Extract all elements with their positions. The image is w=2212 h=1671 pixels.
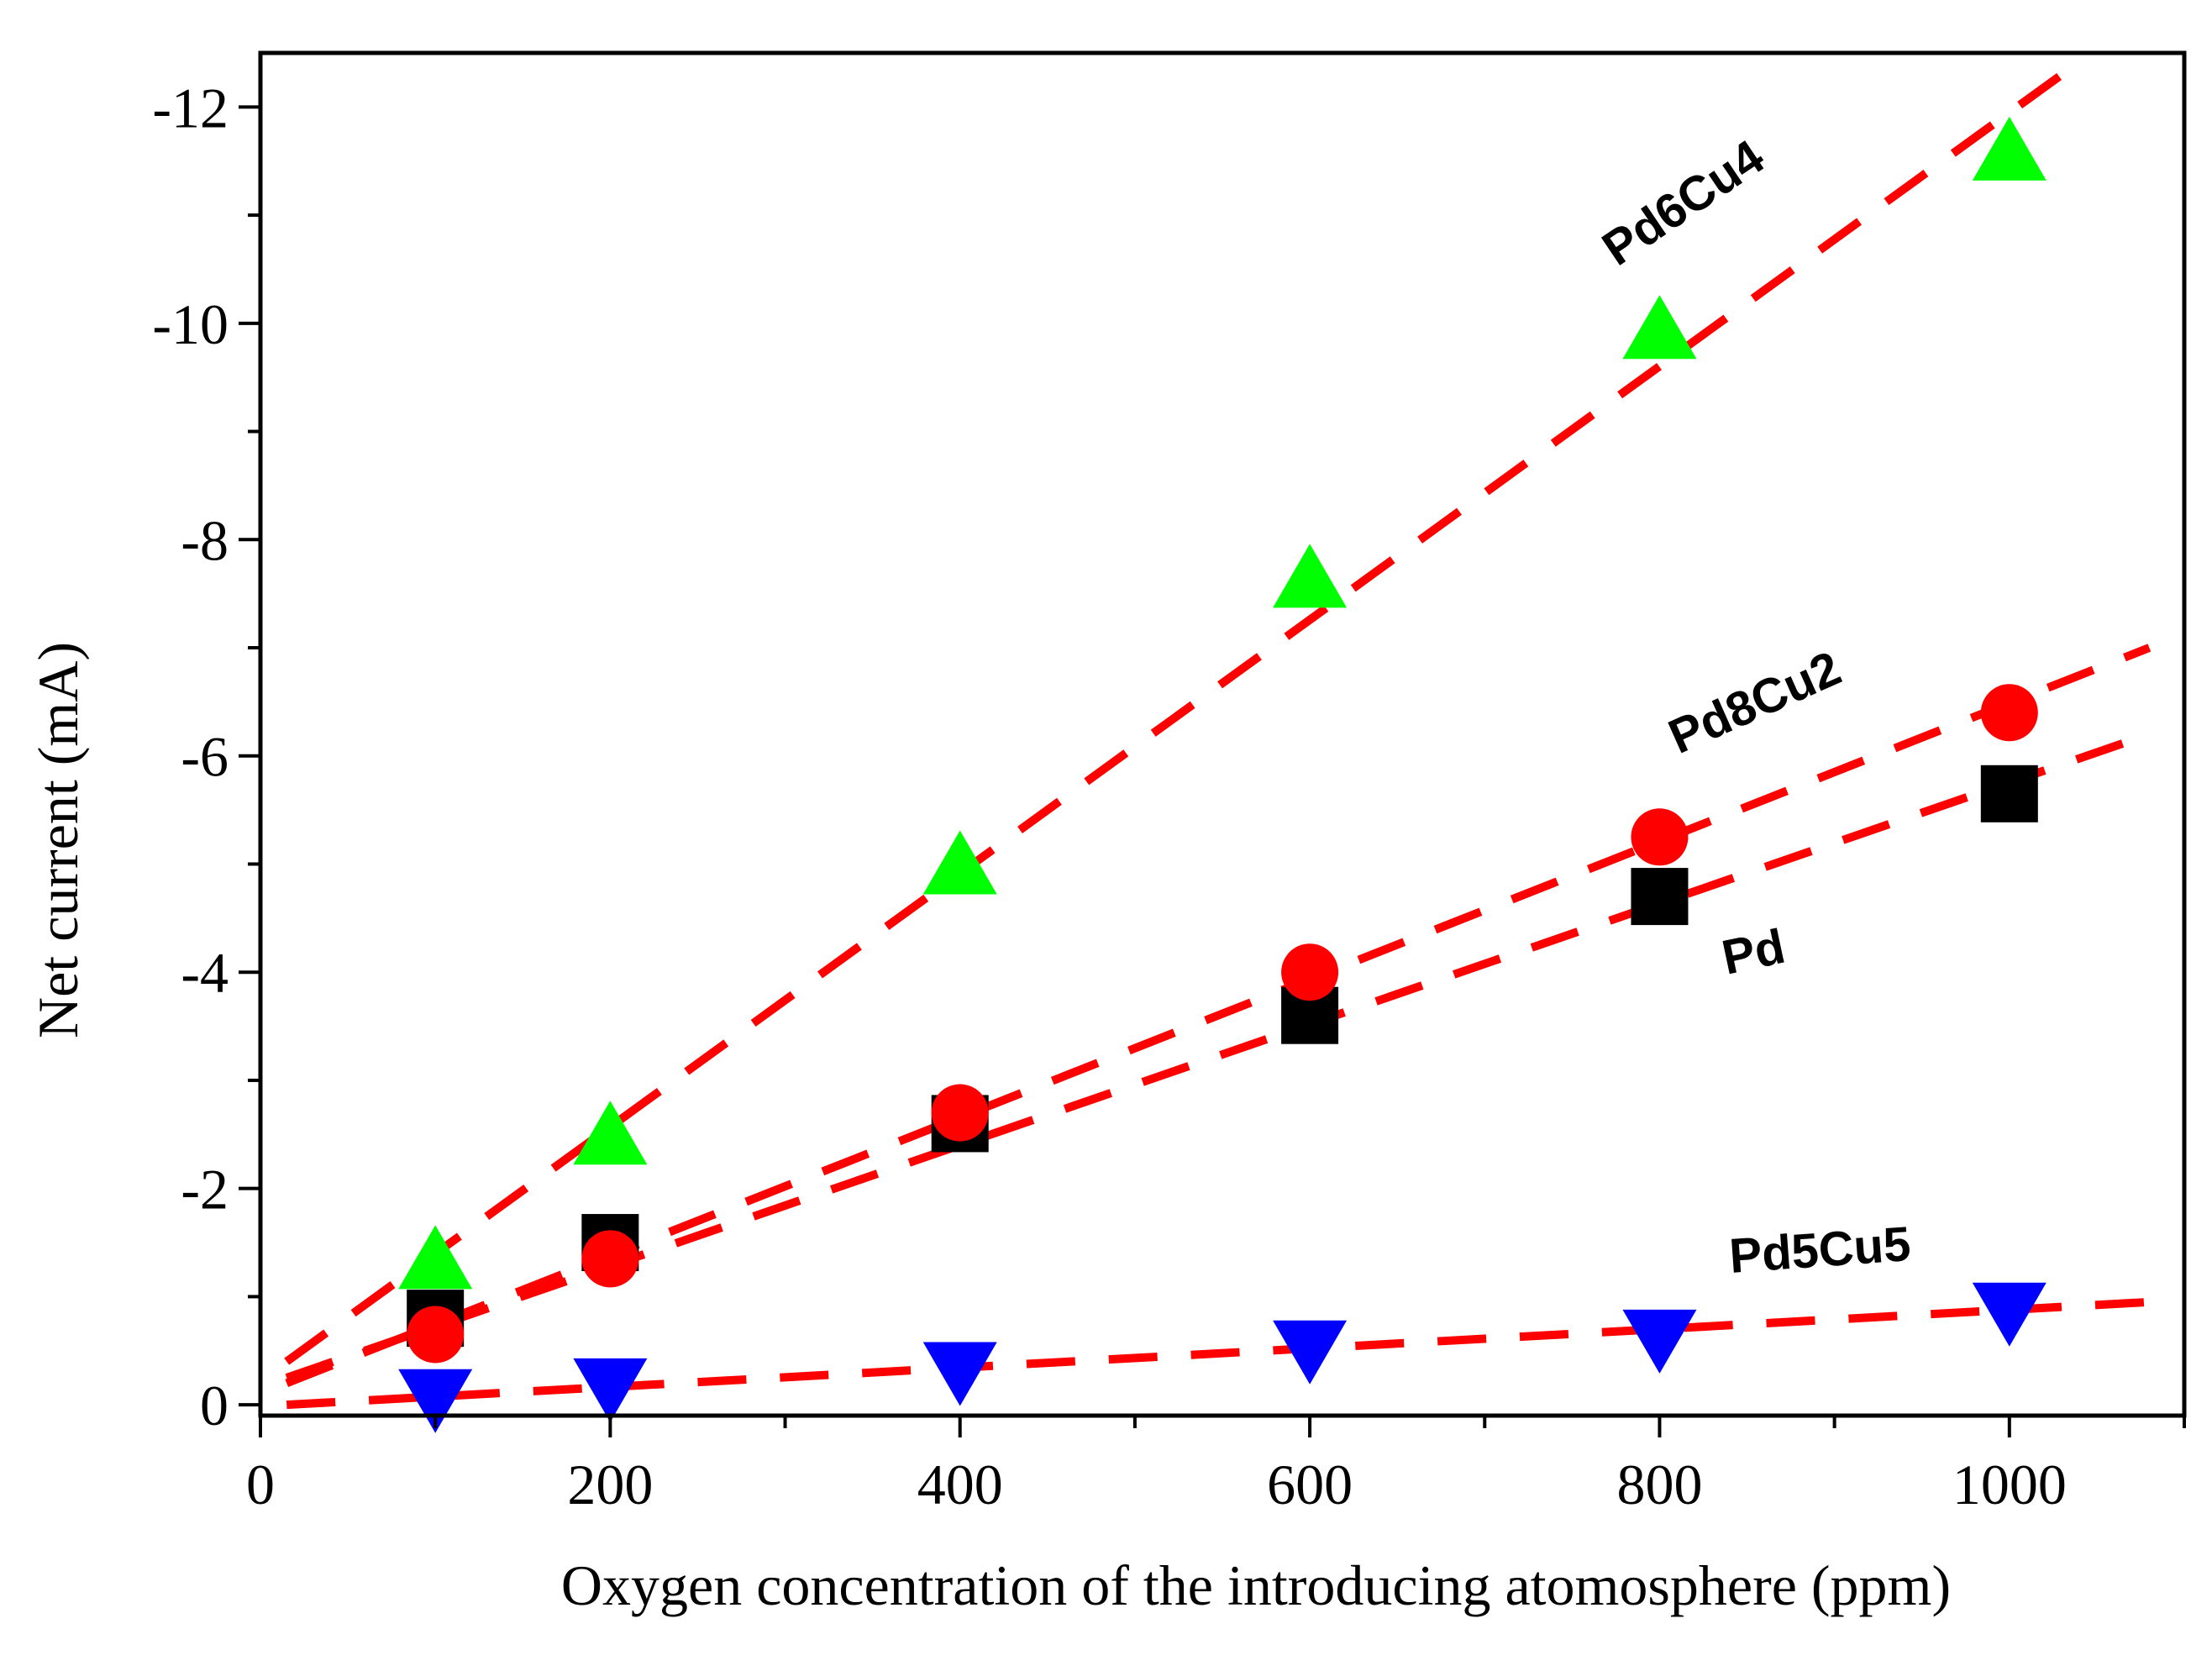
x-tick-label: 600 [1267, 1453, 1353, 1516]
plot-frame [258, 50, 2187, 1418]
data-point-pd6cu4-400 [922, 830, 997, 895]
x-tick-label: 400 [917, 1453, 1003, 1516]
data-point-pd8cu2-800 [1631, 808, 1689, 866]
y-tick-label: -6 [181, 725, 229, 789]
y-tick-label: -2 [181, 1158, 229, 1222]
series-label-pd: Pd [1717, 919, 1789, 985]
y-tick-label: 0 [200, 1374, 229, 1437]
data-point-pd5cu5-600 [1273, 1320, 1348, 1385]
y-axis-title: Net current (mA) [26, 642, 90, 1038]
series-label-pd5cu5: Pd5Cu5 [1727, 1216, 1912, 1284]
data-point-pd-1000 [1980, 765, 2038, 822]
data-point-pd8cu2-200 [581, 1230, 639, 1288]
y-tick-label: -12 [152, 76, 229, 139]
data-point-pd6cu4-600 [1273, 544, 1348, 608]
fit-line-pd [285, 730, 2151, 1382]
data-point-pd6cu4-100 [398, 1225, 473, 1290]
x-tick-label: 0 [246, 1453, 275, 1516]
x-tick-label: 200 [567, 1453, 653, 1516]
data-point-pd8cu2-1000 [1980, 684, 2038, 742]
axes: 0 200 400 600 800 1000 0 -2 -4 -6 -8 -10 -12 [152, 50, 2187, 1516]
data-point-pd8cu2-400 [931, 1084, 989, 1142]
data-point-pd6cu4-800 [1622, 295, 1697, 360]
data-point-pd8cu2-100 [407, 1306, 465, 1364]
x-tick-label: 1000 [1952, 1453, 2067, 1516]
data-point-pd5cu5-1000 [1972, 1282, 2046, 1347]
fit-line-pd6cu4 [284, 71, 2065, 1365]
series-label-pd6cu4: Pd6Cu4 [1593, 129, 1773, 276]
data-point-pd5cu5-200 [573, 1358, 648, 1422]
y-tick-label: -4 [181, 941, 229, 1005]
data-markers [398, 116, 2046, 1433]
data-point-pd5cu5-800 [1622, 1309, 1697, 1374]
data-point-pd6cu4-200 [573, 1101, 648, 1165]
data-point-pd6cu4-1000 [1972, 116, 2046, 181]
fit-line-pd5cu5 [286, 1297, 2150, 1410]
data-point-pd5cu5-400 [922, 1342, 997, 1406]
data-point-pd8cu2-600 [1281, 943, 1339, 1001]
x-tick-label: 800 [1616, 1453, 1702, 1516]
series-label-pd8cu2: Pd8Cu2 [1661, 641, 1849, 765]
y-tick-label: -10 [152, 292, 229, 356]
data-point-pd5cu5-100 [398, 1369, 473, 1433]
x-axis-title: Oxygen concentration of the introducing … [561, 1553, 1951, 1617]
y-tick-label: -8 [181, 508, 229, 572]
data-point-pd-800 [1631, 868, 1689, 926]
fit-lines [284, 71, 2152, 1410]
